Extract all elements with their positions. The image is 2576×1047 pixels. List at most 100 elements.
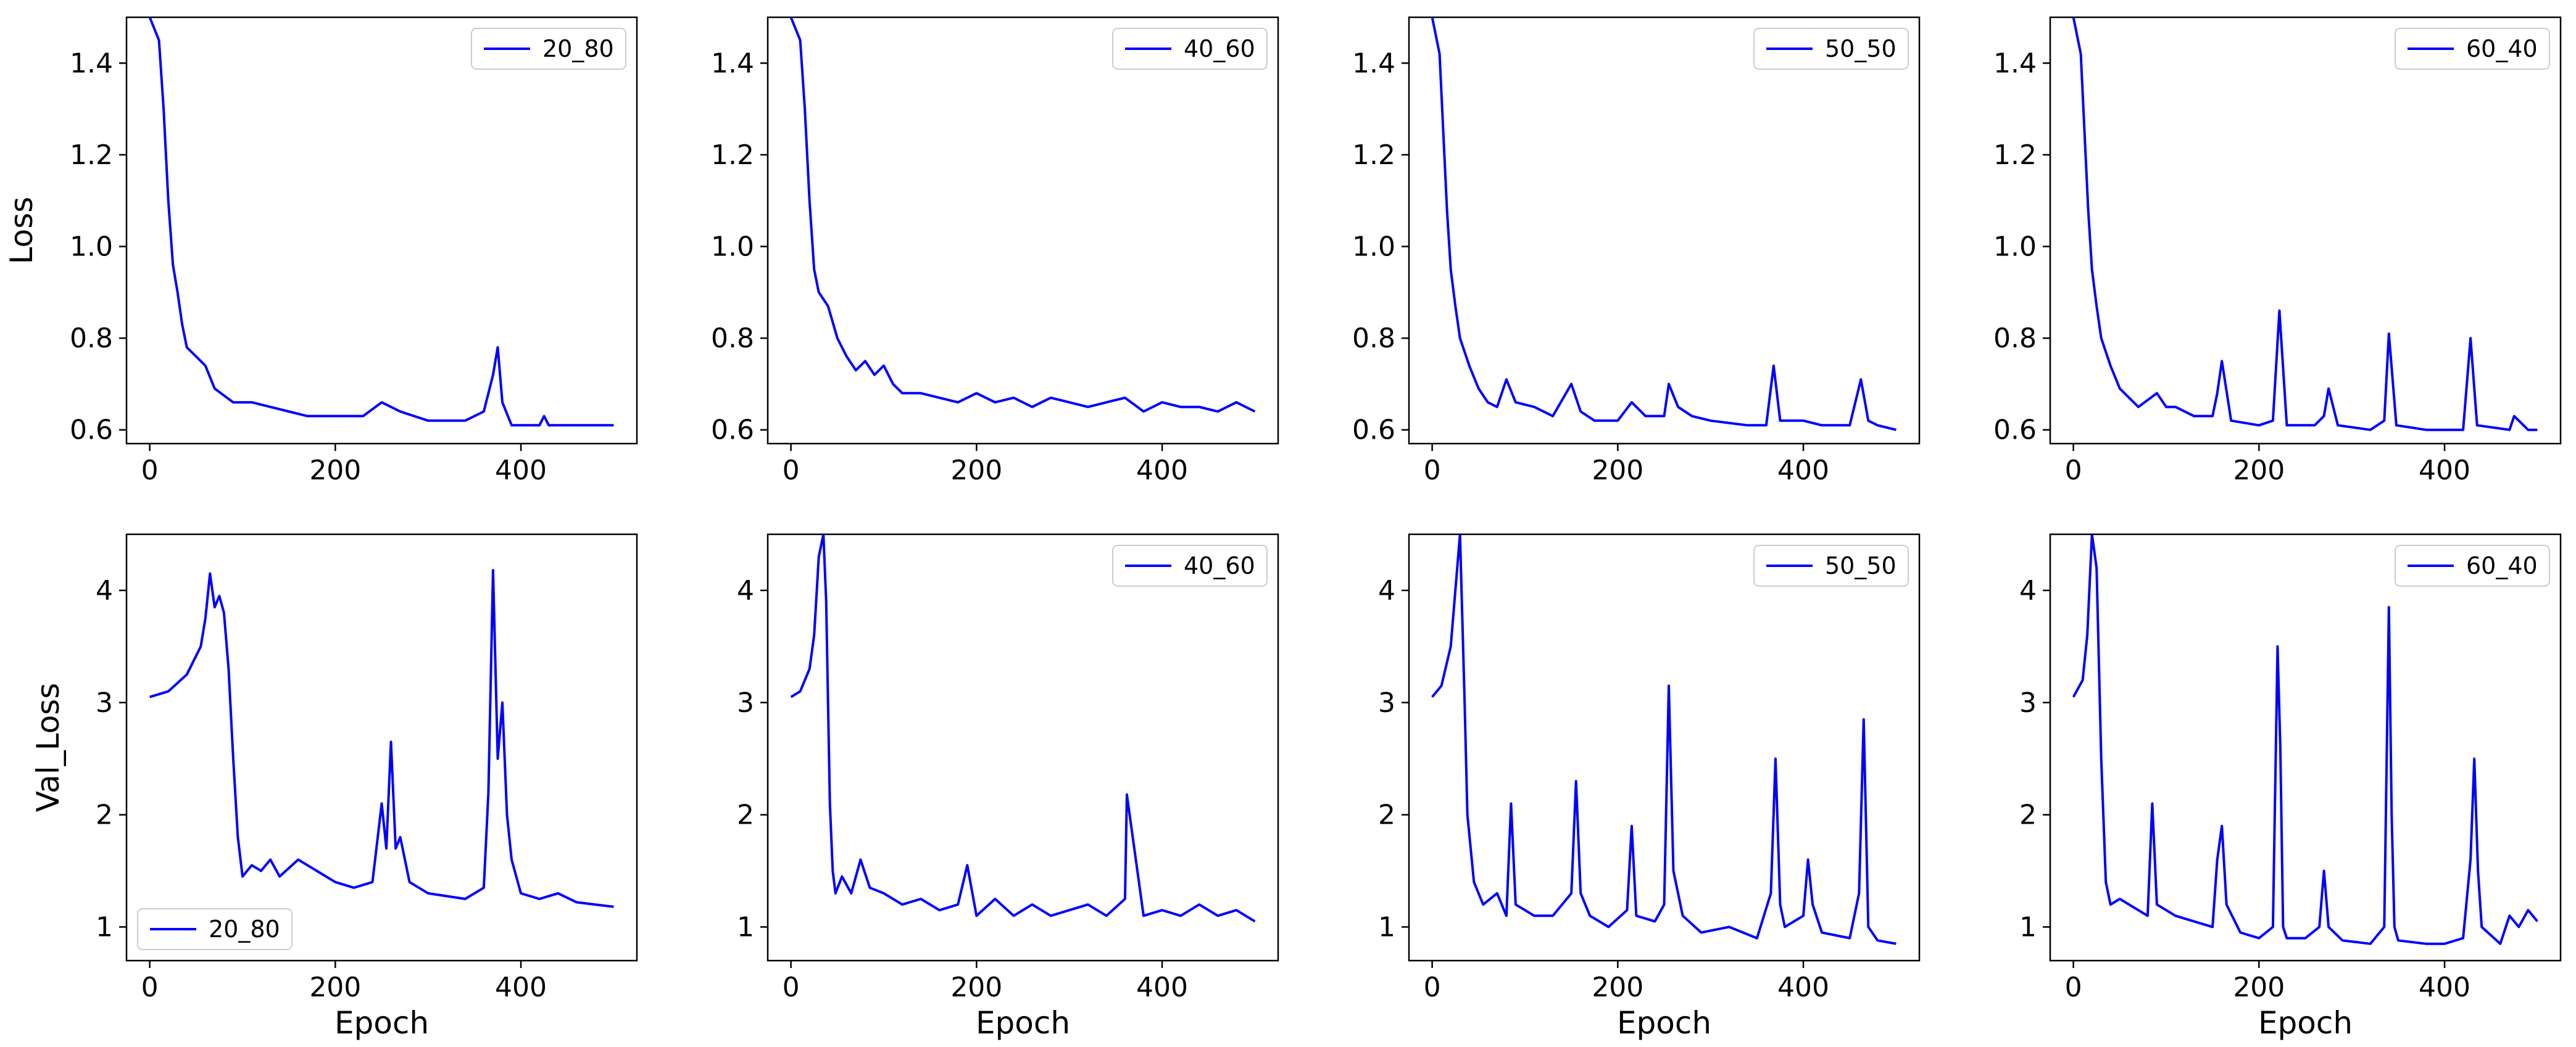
- legend-label: 50_50: [1825, 35, 1897, 62]
- y-tick-label: 1.0: [711, 231, 754, 263]
- y-tick-label: 1.4: [1993, 48, 2037, 79]
- x-tick-label: 0: [783, 455, 800, 486]
- legend: 40_60: [1112, 545, 1268, 587]
- legend-box: [1112, 28, 1268, 70]
- x-axis-label: Epoch: [2258, 1005, 2353, 1041]
- legend-label: 20_80: [542, 35, 614, 62]
- x-axis-label: Epoch: [1617, 1005, 1711, 1041]
- series-line-20_80: [148, 17, 614, 427]
- x-tick-label: 400: [495, 455, 547, 486]
- legend-label: 40_60: [1184, 552, 1255, 579]
- y-axis-label: Loss: [4, 197, 39, 265]
- x-tick-label: 200: [950, 455, 1002, 486]
- x-tick-label: 400: [495, 972, 547, 1003]
- x-tick-label: 200: [1592, 455, 1643, 486]
- y-tick-label: 1.2: [711, 139, 754, 171]
- panel-20_80-val-loss: 0 200 400 1 2 3 4 Epoch Val_Loss 20_80: [30, 533, 638, 1041]
- panel-60_40-val-loss: 0 200 400 1 2 3 4 Epoch 60_40: [2019, 533, 2562, 1041]
- y-tick-label: 1: [737, 911, 754, 943]
- y-tick-label: 1.4: [711, 48, 754, 79]
- axes-frame: [2049, 533, 2562, 962]
- legend: 20_80: [137, 908, 293, 950]
- x-tick-label: 200: [2233, 455, 2285, 486]
- y-tick-label: 1.0: [1993, 231, 2037, 263]
- y-tick-label: 3: [96, 687, 113, 719]
- y-tick-label: 0.8: [1993, 323, 2037, 354]
- y-tick-label: 2: [737, 800, 754, 831]
- y-tick-label: 0.6: [70, 415, 113, 446]
- x-tick-label: 200: [1592, 972, 1643, 1003]
- legend: 50_50: [1753, 545, 1909, 587]
- panel-50_50-val-loss: 0 200 400 1 2 3 4 Epoch 50_50: [1378, 533, 1921, 1041]
- legend-box: [1753, 545, 1909, 587]
- x-tick-label: 200: [2233, 972, 2285, 1003]
- x-tick-label: 0: [1424, 455, 1441, 486]
- y-tick-label: 4: [2019, 575, 2037, 606]
- panel-50_50-loss: 0 200 400 0.6 0.8 1.0 1.2 1.4 50_50: [1352, 16, 1921, 486]
- x-tick-label: 0: [2065, 455, 2082, 486]
- legend-box: [2395, 28, 2550, 70]
- y-tick-label: 2: [2019, 800, 2037, 831]
- y-tick-label: 0.8: [711, 323, 754, 354]
- legend-box: [2395, 545, 2550, 587]
- legend: 40_60: [1112, 28, 1268, 70]
- legend-box: [1753, 28, 1909, 70]
- x-tick-label: 0: [141, 972, 159, 1003]
- legend-label: 60_40: [2466, 552, 2538, 579]
- y-tick-label: 3: [1378, 687, 1395, 719]
- y-tick-label: 1.0: [70, 231, 113, 263]
- y-tick-label: 1: [96, 911, 113, 943]
- series-line-40_60: [789, 17, 1256, 413]
- x-tick-label: 400: [1777, 972, 1829, 1003]
- x-axis-label: Epoch: [976, 1005, 1070, 1041]
- x-tick-label: 400: [1136, 972, 1188, 1003]
- y-tick-label: 0.6: [711, 415, 754, 446]
- legend: 20_80: [471, 28, 626, 70]
- axes-frame: [125, 533, 638, 962]
- panel-60_40-loss: 0 200 400 0.6 0.8 1.0 1.2 1.4 60_40: [1993, 16, 2562, 486]
- axes-frame: [2049, 16, 2562, 445]
- panel-20_80-loss: 0 200 400 0.6 0.8 1.0 1.2 1.4 Loss 20_80: [4, 16, 638, 486]
- y-tick-label: 1: [1378, 911, 1395, 943]
- panel-40_60-loss: 0 200 400 0.6 0.8 1.0 1.2 1.4 40_60: [711, 16, 1279, 486]
- series-line-20_80: [149, 569, 614, 908]
- x-tick-label: 0: [783, 972, 800, 1003]
- y-tick-label: 4: [96, 575, 113, 606]
- series-line-50_50: [1431, 17, 1897, 431]
- y-tick-label: 3: [737, 687, 754, 719]
- legend-label: 20_80: [209, 916, 280, 943]
- x-tick-label: 200: [309, 972, 361, 1003]
- panel-40_60-val-loss: 0 200 400 1 2 3 4 Epoch 40_60: [737, 533, 1279, 1041]
- series-line-50_50: [1431, 534, 1897, 945]
- legend-label: 50_50: [1825, 552, 1897, 579]
- x-axis-label: Epoch: [334, 1005, 429, 1041]
- series-line-60_40: [2072, 17, 2538, 431]
- y-tick-label: 1.0: [1352, 231, 1395, 263]
- legend: 60_40: [2395, 28, 2550, 70]
- y-tick-label: 1.4: [1352, 48, 1395, 79]
- series-line-40_60: [790, 534, 1256, 923]
- y-tick-label: 0.6: [1993, 415, 2037, 446]
- axes-frame: [767, 533, 1279, 962]
- x-tick-label: 200: [309, 455, 361, 486]
- y-tick-label: 1.4: [70, 48, 113, 79]
- axes-frame: [1408, 533, 1921, 962]
- legend-label: 60_40: [2466, 35, 2538, 62]
- x-tick-label: 0: [2065, 972, 2082, 1003]
- y-tick-label: 1.2: [1352, 139, 1395, 171]
- y-axis-label: Val_Loss: [30, 683, 66, 813]
- x-tick-label: 200: [950, 972, 1002, 1003]
- axes-frame: [125, 16, 638, 445]
- axes-frame: [767, 16, 1279, 445]
- x-tick-label: 400: [2419, 455, 2470, 486]
- x-tick-label: 400: [1136, 455, 1188, 486]
- y-tick-label: 0.6: [1352, 415, 1395, 446]
- legend-box: [471, 28, 626, 70]
- legend-box: [137, 908, 293, 950]
- x-tick-label: 400: [2419, 972, 2470, 1003]
- legend-label: 40_60: [1184, 35, 1255, 62]
- x-tick-label: 0: [141, 455, 159, 486]
- x-tick-label: 400: [1777, 455, 1829, 486]
- legend: 50_50: [1753, 28, 1909, 70]
